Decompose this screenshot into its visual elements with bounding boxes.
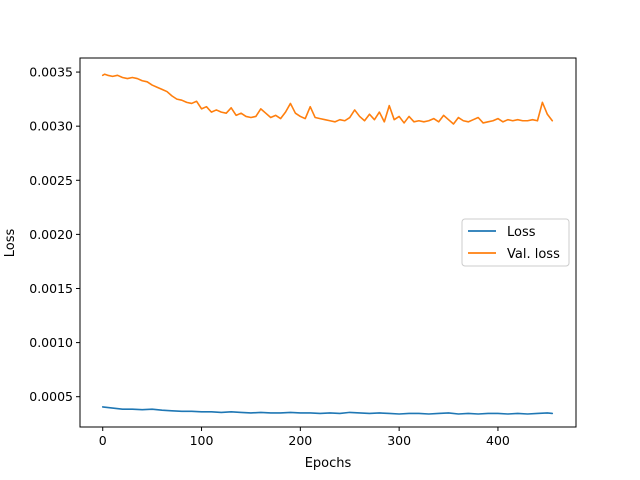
val-loss-series-line: [101, 73, 554, 125]
x-tick-label: 0: [99, 433, 107, 448]
y-tick-label: 0.0005: [29, 389, 73, 404]
y-tick-label: 0.0015: [29, 281, 73, 296]
x-tick-label: 100: [190, 433, 214, 448]
x-axis-ticks: 0 100 200 300 400: [99, 427, 510, 448]
y-tick-label: 0.0025: [29, 173, 73, 188]
legend: Loss Val. loss: [461, 218, 570, 267]
x-tick-label: 300: [387, 433, 411, 448]
y-axis-ticks: 0.0005 0.0010 0.0015 0.0020 0.0025 0.0030 0.00…: [29, 65, 80, 404]
y-tick-label: 0.0020: [29, 227, 73, 242]
x-tick-label: 200: [288, 433, 312, 448]
loss-series-line: [101, 406, 554, 415]
legend-val-loss-label: Val. loss: [507, 247, 560, 262]
y-tick-label: 0.0010: [29, 335, 73, 350]
plot-frame: [79, 57, 577, 428]
series-layer: [101, 73, 554, 415]
y-axis-label: Loss: [3, 229, 18, 258]
y-tick-label: 0.0030: [29, 119, 73, 134]
x-axis-label: Epochs: [305, 456, 352, 471]
legend-loss-label: Loss: [507, 225, 536, 240]
x-tick-label: 400: [486, 433, 510, 448]
y-tick-label: 0.0035: [29, 65, 73, 80]
